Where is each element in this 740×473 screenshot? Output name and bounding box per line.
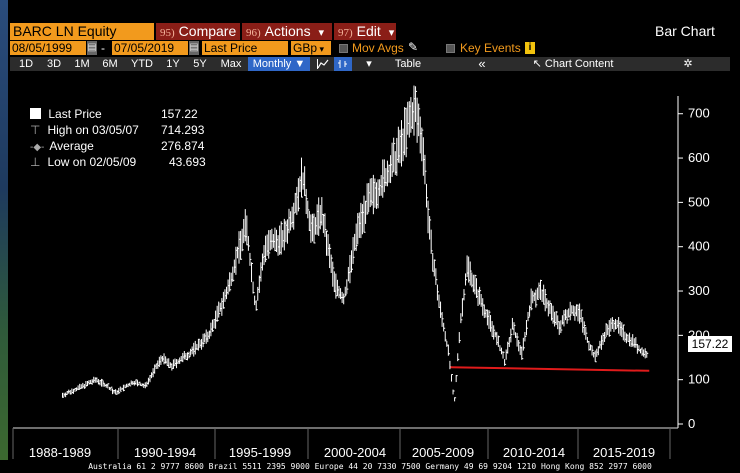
bar-chart-icon[interactable]	[334, 57, 352, 71]
footer-contacts: Australia 61 2 9777 8600 Brazil 5511 239…	[0, 460, 740, 473]
actions-menu[interactable]: 96) Actions ▾	[242, 23, 332, 40]
actions-label: Actions	[264, 23, 311, 39]
x-tick-label: 2010-2014	[503, 445, 565, 459]
period-3d-button[interactable]: 3D	[46, 58, 62, 70]
legend-last-label: Last Price	[48, 107, 102, 121]
calendar-icon[interactable]: ▤	[87, 41, 97, 55]
x-tick-label: 2015-2019	[593, 445, 655, 459]
mov-avgs-checkbox[interactable]	[339, 44, 348, 53]
gear-icon[interactable]: ✲	[683, 58, 693, 70]
y-tick-label: 300	[688, 283, 710, 298]
y-tick-label: 400	[688, 239, 710, 254]
y-tick-label: 700	[688, 106, 710, 121]
low-marker-icon: ⊥	[30, 155, 41, 169]
last-price-tag: 157.22	[688, 336, 732, 352]
pencil-icon[interactable]: ✎	[408, 40, 419, 54]
legend-average-value: 276.874	[161, 139, 205, 153]
edit-menu[interactable]: 97) Edit ▾	[334, 23, 396, 40]
toolbar	[10, 57, 730, 71]
y-tick-label: 500	[688, 194, 710, 209]
legend-average-label: Average	[49, 139, 94, 153]
legend-row-low: ⊥ Low on 02/05/09	[30, 154, 136, 170]
key-events-checkbox[interactable]	[446, 44, 455, 53]
date-separator: -	[101, 41, 105, 55]
legend-high-value: 714.293	[161, 123, 205, 137]
y-tick-label: 0	[688, 416, 695, 431]
legend-last-value: 157.22	[161, 107, 198, 121]
x-tick-label: 1988-1989	[29, 445, 91, 459]
chevron-down-icon[interactable]: ▾	[366, 58, 372, 70]
period-1d-button[interactable]: 1D	[18, 58, 34, 70]
start-date-field[interactable]: 08/05/1999	[10, 41, 86, 55]
period-6m-button[interactable]: 6M	[102, 58, 118, 70]
legend-row-average: -◆- Average	[30, 138, 94, 156]
compare-menu[interactable]: 95) Compare	[156, 23, 240, 40]
menu-number: 96)	[246, 27, 261, 39]
currency-label: GBp	[293, 41, 318, 55]
currency-select[interactable]: GBp ▾	[291, 41, 331, 55]
period-5y-button[interactable]: 5Y	[193, 58, 207, 70]
x-tick-label: 2000-2004	[324, 445, 386, 459]
high-marker-icon: ⊤	[30, 123, 41, 137]
legend-low-label: Low on 02/05/09	[47, 155, 137, 169]
chevron-down-icon: ▾	[318, 27, 325, 39]
x-tick-label: 1990-1994	[134, 445, 196, 459]
line-chart-icon[interactable]	[314, 57, 332, 71]
legend-high-label: High on 03/05/07	[47, 123, 139, 137]
trendline[interactable]	[450, 366, 650, 372]
menu-number: 97)	[338, 27, 353, 39]
x-tick-label: 1995-1999	[229, 445, 291, 459]
chart-name: Bar Chart	[655, 23, 715, 39]
average-marker-icon: -◆-	[30, 142, 45, 153]
field-select[interactable]: Last Price	[202, 41, 288, 55]
chart-content-label: Chart Content	[544, 58, 614, 70]
legend-row-last: Last Price	[30, 106, 102, 122]
calendar-icon[interactable]: ▤	[189, 41, 199, 55]
legend: Last Price 157.22 ⊤ High on 03/05/07 714.…	[28, 104, 210, 172]
chevron-down-icon: ▾	[388, 27, 395, 39]
compare-label: Compare	[178, 23, 237, 39]
legend-row-high: ⊤ High on 03/05/07	[30, 122, 139, 138]
edit-label: Edit	[356, 23, 381, 39]
x-tick-label: 2005-2009	[412, 445, 474, 459]
cursor-icon: ↖	[532, 58, 542, 70]
y-tick-label: 600	[688, 150, 710, 165]
legend-low-value: 43.693	[169, 155, 206, 169]
table-button[interactable]: Table	[394, 58, 422, 70]
period-max-button[interactable]: Max	[220, 58, 242, 70]
info-icon[interactable]: i	[525, 42, 535, 54]
square-icon	[30, 108, 41, 119]
y-tick-label: 100	[688, 372, 710, 387]
chart-content-button[interactable]: ↖ Chart Content	[528, 57, 618, 71]
mov-avgs-label: Mov Avgs	[352, 41, 404, 55]
desktop-background-strip	[0, 0, 8, 473]
period-1m-button[interactable]: 1M	[74, 58, 90, 70]
key-events-label: Key Events	[460, 41, 521, 55]
period-ytd-button[interactable]: YTD	[131, 58, 153, 70]
collapse-icon[interactable]: «	[478, 56, 486, 71]
frequency-select[interactable]: Monthly ▼	[248, 57, 310, 71]
menu-number: 95)	[160, 27, 175, 39]
end-date-field[interactable]: 07/05/2019	[112, 41, 188, 55]
period-1y-button[interactable]: 1Y	[166, 58, 180, 70]
ticker-field[interactable]: BARC LN Equity	[10, 23, 154, 40]
